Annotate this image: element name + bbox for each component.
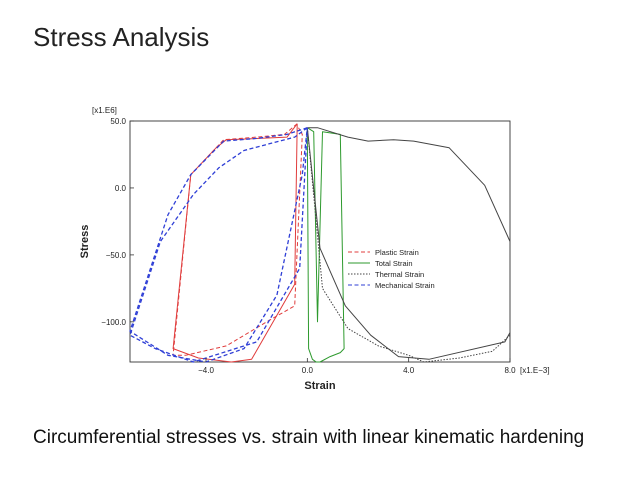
x-tick-label: 4.0: [403, 366, 415, 375]
y-tick-label: −100.0: [101, 318, 126, 327]
series-plastic: [172, 123, 298, 363]
series-total: [306, 127, 345, 363]
legend-label-mechanical: Mechanical Strain: [375, 281, 435, 290]
x-tick-label: −4.0: [198, 366, 214, 375]
x-axis-unit: [x1.E−3]: [520, 366, 550, 375]
x-axis-title: Strain: [304, 380, 335, 392]
slide-title: Stress Analysis: [33, 22, 210, 52]
series-plastic: [172, 123, 303, 356]
legend: Plastic Strain Total Strain Thermal Strain…: [348, 248, 435, 290]
legend-label-total: Total Strain: [375, 259, 413, 268]
x-tick-label: 8.0: [504, 366, 516, 375]
y-axis-title: Stress: [79, 225, 91, 259]
x-tick-label: 0.0: [302, 366, 314, 375]
series-layer: [129, 123, 511, 363]
series-mechanical: [129, 127, 308, 363]
series-thermal: [306, 127, 511, 360]
figure-caption: Circumferential stresses vs. strain with…: [33, 427, 585, 448]
y-tick-label: 50.0: [110, 117, 126, 126]
legend-label-plastic: Plastic Strain: [375, 248, 419, 257]
legend-label-thermal: Thermal Strain: [375, 270, 424, 279]
ticks-layer: −4.0 0.0 4.0 8.0 50.0 0.0 −50.0 −100.0: [101, 117, 516, 375]
y-tick-label: 0.0: [115, 184, 127, 193]
series-mechanical: [129, 127, 308, 363]
y-tick-label: −50.0: [106, 251, 127, 260]
series-thermal: [306, 127, 511, 363]
y-axis-unit: [x1.E6]: [92, 106, 117, 115]
